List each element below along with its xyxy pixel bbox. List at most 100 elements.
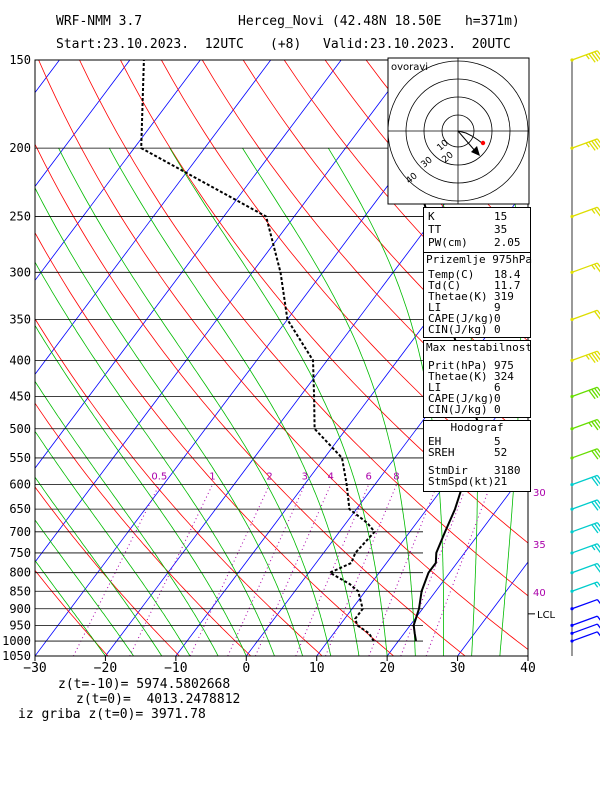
pressure-tick-label: 800	[9, 566, 31, 580]
ground-value: 9	[494, 301, 501, 314]
mixing-ratio-line	[325, 484, 397, 656]
wind-barb-feather	[591, 477, 599, 487]
mixing-ratio-line	[254, 484, 332, 656]
hodograf-box: Hodograf EH 5 SREH 52 StmDir 3180 StmSpd…	[423, 420, 531, 492]
wind-barb-feather	[596, 581, 600, 587]
pressure-tick-label: 750	[9, 546, 31, 560]
ground-label: CIN(J/kg)	[428, 323, 488, 336]
hodograph-trace	[457, 130, 483, 144]
maxinst-label: Prit(hPa)	[428, 359, 488, 372]
temperature-tick-label: 20	[379, 661, 395, 676]
wind-barb-feather	[591, 501, 599, 511]
ground-value: 18.4	[494, 268, 521, 281]
storm-motion-vector	[457, 130, 477, 153]
wind-barb	[570, 562, 600, 575]
wind-barb-feather	[588, 141, 596, 151]
temperature-tick-label: −10	[164, 661, 187, 676]
hodograf-value: 52	[494, 446, 508, 459]
maxinst-value: 0	[494, 392, 501, 405]
hodograf-value: 5	[494, 435, 501, 448]
wind-barb-feather	[591, 140, 599, 150]
wind-barb	[570, 206, 600, 219]
box-title: Prizemlje 975hPa	[426, 253, 532, 266]
hodograph-end-marker	[480, 140, 486, 146]
ground-label: Td(C)	[428, 279, 462, 292]
temperature-tick-label: 40	[520, 661, 536, 676]
ground-label: Thetae(K)	[428, 290, 488, 303]
wind-barb-half-feather	[594, 582, 599, 588]
wind-barb-feather	[596, 474, 600, 480]
isotherm-line	[175, 185, 528, 656]
moist-adiabat-line	[58, 147, 332, 656]
wind-barb-shaft	[571, 581, 598, 592]
wind-barb-shaft	[571, 543, 598, 554]
ground-label: Temp(C)	[428, 268, 475, 281]
wind-barb-half-feather	[585, 142, 590, 148]
wind-barb	[570, 309, 600, 322]
wind-barb-shaft	[571, 418, 598, 430]
wind-barb-shaft	[571, 615, 598, 626]
wind-barb	[570, 50, 600, 63]
dewpoint-profile	[140, 60, 376, 642]
pressure-tick-label: 550	[9, 451, 31, 465]
index-label: K	[428, 210, 435, 223]
temperature-tick-label: −20	[94, 661, 117, 676]
box-title: Hodograf	[450, 421, 504, 434]
footer-z-minus10: z(t=-10)= 5974.5802668	[58, 677, 231, 692]
wind-barb-feather	[588, 353, 596, 364]
pressure-tick-label: 850	[9, 584, 31, 598]
pressure-tick-label: 1000	[2, 634, 31, 648]
mixing-ratio-label: 2	[266, 472, 272, 483]
wind-barb-shaft	[571, 499, 598, 510]
maxinst-value: 0	[494, 403, 501, 416]
wind-barb-feather	[596, 419, 600, 425]
temperature-tick-label: −30	[23, 661, 46, 676]
wind-barb-feather	[596, 563, 600, 569]
pressure-tick-label: 650	[9, 502, 31, 516]
temperature-tick-label: 30	[450, 661, 466, 676]
maxinst-label: CAPE(J/kg)	[428, 392, 495, 405]
index-label: PW(cm)	[428, 236, 468, 249]
wind-barb-feather	[596, 386, 600, 392]
box-title: Max nestabilnost	[426, 341, 532, 354]
right-scale-label: 35	[533, 540, 546, 551]
right-scale-label: 30	[533, 488, 546, 499]
ground-label: LI	[428, 301, 442, 314]
wind-barb-feather	[588, 53, 596, 63]
moist-adiabat-line	[169, 147, 388, 656]
maxinst-value: 6	[494, 381, 501, 394]
wind-barb-shaft	[571, 138, 598, 149]
wind-barb-feather	[588, 389, 596, 400]
index-value: 15	[494, 210, 508, 223]
isotherm-line	[35, 60, 272, 375]
wind-barb-feather	[591, 421, 599, 431]
wind-barb	[570, 623, 600, 635]
pressure-tick-label: 350	[9, 313, 31, 327]
mixing-ratio-line	[227, 484, 306, 656]
moist-adiabat-line	[35, 476, 163, 656]
ground-box: Prizemlje 975hPa Temp(C) 18.4 Td(C) 11.7…	[423, 252, 532, 338]
footer-z-grib: iz griba z(t=0)= 3971.78	[18, 707, 206, 722]
wind-barb-feather	[596, 138, 600, 144]
wind-barb	[570, 262, 600, 274]
pressure-tick-label: 950	[9, 618, 31, 632]
mixing-ratio-line	[425, 484, 492, 656]
station-label: Herceg_Novi (42.48N 18.50E h=371m)	[238, 14, 520, 29]
wind-barb	[570, 448, 600, 460]
mixing-ratio-label: 3	[302, 472, 308, 483]
right-scale-label: 40	[533, 588, 546, 599]
wind-barb	[570, 521, 600, 534]
temperature-tick-label: 0	[242, 661, 250, 676]
pressure-tick-label: 200	[9, 141, 31, 155]
max-instability-box: Max nestabilnost Prit(hPa) 975 Thetae(K)…	[423, 340, 532, 418]
hodograf-value: 3180	[494, 464, 521, 477]
model-label: WRF-NMM 3.7	[56, 14, 143, 29]
wind-barb-half-feather	[588, 422, 593, 428]
wind-barb-feather	[596, 522, 600, 528]
pressure-tick-label: 400	[9, 353, 31, 367]
forecast-offset: (+8)	[270, 37, 302, 52]
pressure-tick-label: 250	[9, 209, 31, 223]
pressure-tick-label: 1050	[2, 649, 31, 663]
lcl-label: LCL	[537, 610, 556, 621]
wind-barb-half-feather	[585, 54, 590, 60]
